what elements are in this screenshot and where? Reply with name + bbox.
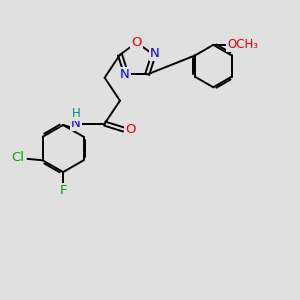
Text: N: N xyxy=(71,116,81,130)
Text: O: O xyxy=(125,123,136,136)
Text: O: O xyxy=(131,36,142,49)
Text: OCH₃: OCH₃ xyxy=(227,38,258,51)
Text: N: N xyxy=(120,68,130,81)
Text: H: H xyxy=(72,107,80,120)
Text: N: N xyxy=(150,47,160,60)
Text: Cl: Cl xyxy=(11,151,25,164)
Text: F: F xyxy=(59,184,67,197)
